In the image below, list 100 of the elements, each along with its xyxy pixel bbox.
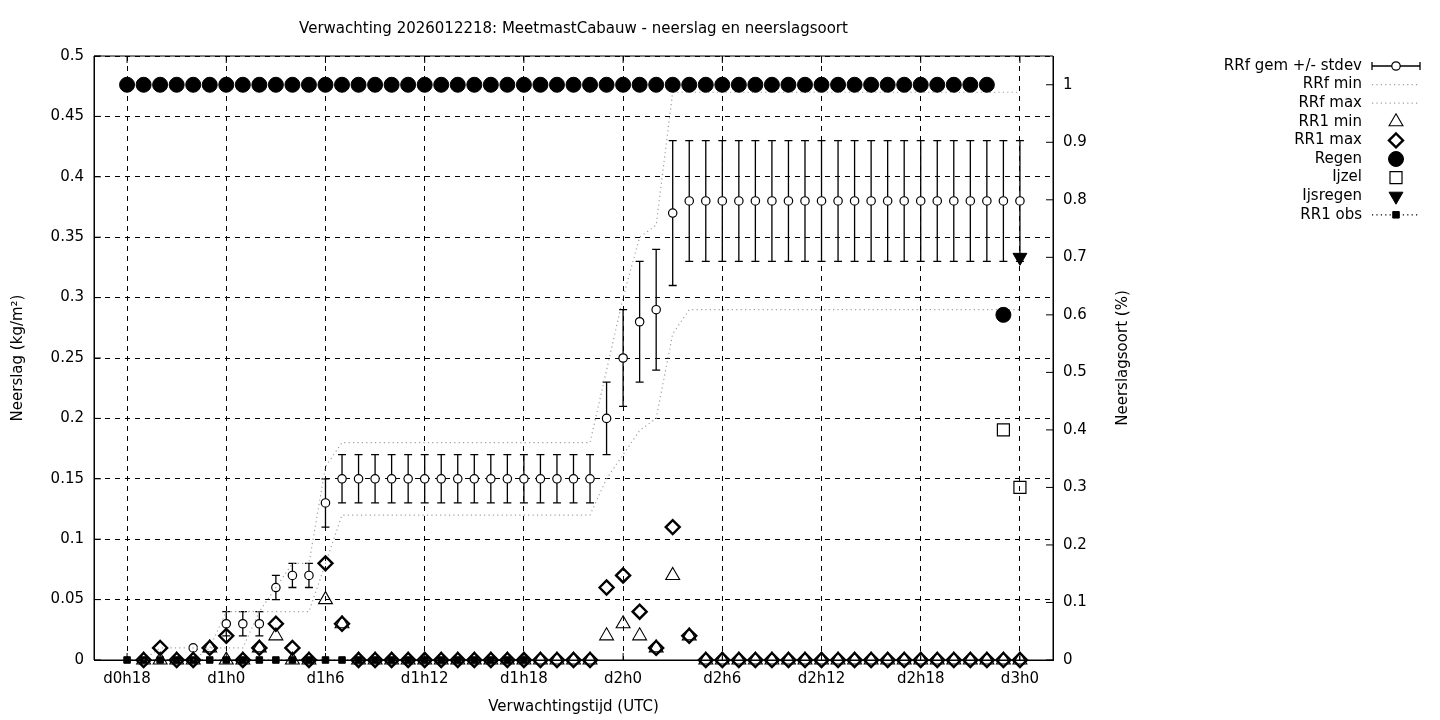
point (816, 196, 827, 206)
point (317, 76, 334, 93)
legend-label: Regen (1314, 148, 1362, 167)
y-tick-label: 0.05 (50, 589, 84, 608)
point (353, 474, 364, 484)
point (234, 76, 251, 93)
point (813, 651, 830, 669)
point (866, 196, 876, 206)
point (829, 651, 847, 669)
point (615, 76, 632, 93)
point (271, 582, 281, 593)
point (965, 196, 976, 206)
point (582, 651, 598, 665)
point (651, 304, 661, 315)
point (995, 306, 1012, 323)
x-tick-label: d0h18 (103, 668, 151, 687)
y-tick-label: 0.2 (60, 408, 84, 427)
point (681, 627, 697, 641)
point (452, 474, 463, 484)
y-tick-label: 0.1 (60, 529, 84, 548)
point (234, 651, 252, 669)
point (201, 76, 218, 93)
point (846, 76, 863, 93)
point (218, 651, 234, 665)
point (734, 196, 744, 206)
point (648, 76, 665, 93)
point (1012, 651, 1028, 665)
point (251, 76, 268, 93)
point (1012, 252, 1028, 266)
point (598, 76, 615, 93)
point (763, 651, 781, 669)
point (251, 639, 267, 653)
point (532, 76, 549, 93)
point (945, 76, 962, 93)
point (631, 603, 648, 620)
point (995, 651, 1012, 669)
point (647, 639, 665, 657)
x-tick-label: d2h12 (797, 668, 846, 687)
y2-axis-title: Neerslagsoort (%) (1112, 290, 1131, 426)
point (912, 651, 929, 669)
point (449, 76, 466, 93)
point (830, 76, 847, 93)
point (780, 651, 797, 669)
point (201, 639, 218, 657)
point (320, 498, 331, 508)
point (730, 76, 747, 93)
x-tick-label: d3h0 (1000, 668, 1039, 687)
point (238, 618, 248, 629)
point (862, 651, 880, 669)
point (284, 639, 301, 657)
point (304, 570, 314, 581)
point (350, 76, 367, 93)
point (648, 639, 664, 653)
point (962, 651, 979, 669)
point (882, 196, 893, 206)
point (287, 570, 298, 581)
y-tick-label: 0.35 (50, 227, 84, 246)
point (632, 627, 648, 641)
x-tick-label: d1h12 (400, 668, 449, 687)
point (400, 76, 417, 93)
y2-tick-label: 0.9 (1063, 132, 1087, 151)
point (714, 651, 731, 669)
point (747, 651, 764, 669)
x-tick-label: d2h6 (703, 668, 742, 687)
point (863, 651, 879, 665)
point (466, 76, 483, 93)
point (879, 651, 896, 669)
point (515, 651, 533, 669)
point (863, 76, 880, 93)
chart-title: Verwachting 2026012218: MeetmastCabauw - neerslag en neerslagsoort (299, 18, 849, 37)
point (486, 474, 496, 484)
x-tick-label: d1h0 (207, 668, 246, 687)
point (419, 474, 430, 484)
y-tick-label: 0.25 (50, 347, 84, 366)
point (615, 615, 631, 629)
point (800, 196, 810, 206)
legend-label: RR1 min (1298, 111, 1362, 130)
point (218, 76, 235, 93)
point (1015, 196, 1025, 206)
x-tick-label: d1h6 (306, 668, 345, 687)
point (747, 76, 764, 93)
point (582, 76, 599, 93)
point (268, 627, 284, 641)
y2-tick-label: 0.8 (1063, 189, 1087, 208)
point (747, 651, 763, 665)
legend-label: Ijsregen (1302, 186, 1362, 205)
point (601, 413, 612, 424)
point (631, 76, 648, 93)
point (168, 651, 185, 669)
point (202, 639, 218, 653)
point (350, 651, 367, 669)
y2-tick-label: 0.3 (1063, 477, 1087, 496)
x-tick-label: d2h18 (896, 668, 945, 687)
point (697, 651, 714, 669)
point (552, 474, 562, 484)
point (599, 627, 615, 641)
point (895, 651, 913, 669)
y-axis-title: Neerslag (kg/m²) (7, 294, 26, 422)
point (383, 76, 400, 93)
point (618, 353, 628, 363)
